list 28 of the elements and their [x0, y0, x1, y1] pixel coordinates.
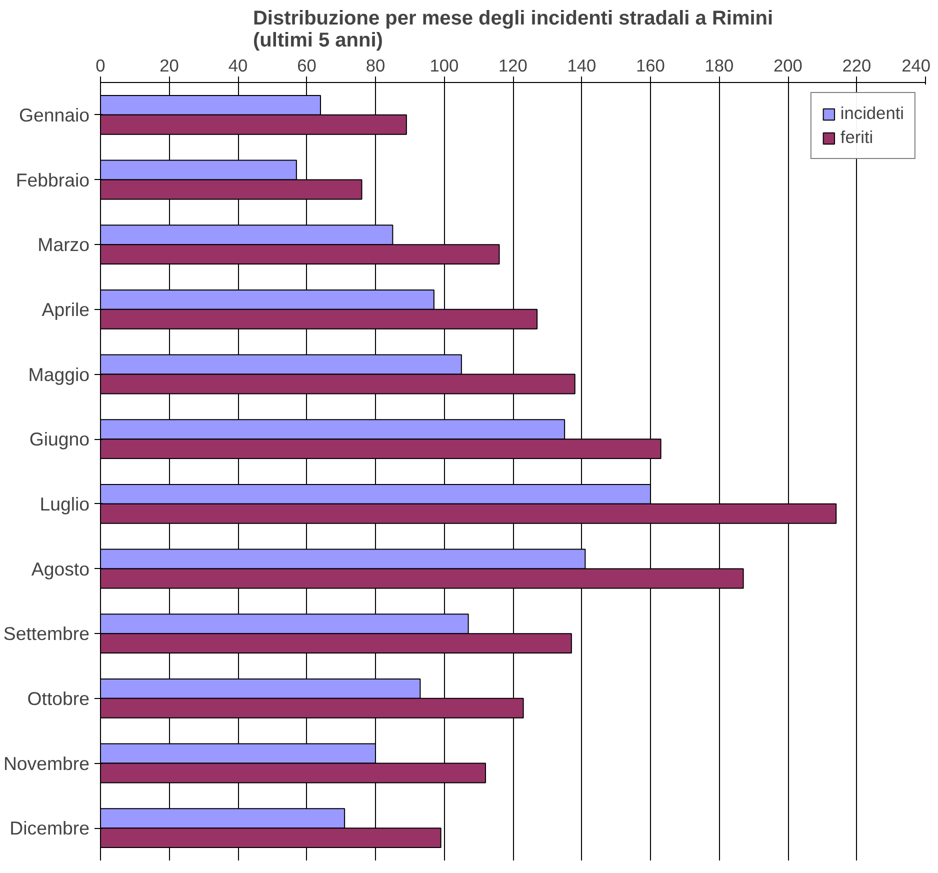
x-tick-label: 140	[567, 56, 596, 76]
x-tick-label: 120	[498, 56, 528, 76]
y-tick-label: Settembre	[3, 623, 90, 644]
x-tick-label: 160	[636, 56, 665, 76]
y-tick-label: Dicembre	[10, 818, 90, 839]
y-tick-label: Aprile	[42, 298, 90, 320]
x-tick-label: 80	[366, 56, 386, 76]
x-tick-label: 40	[228, 56, 248, 76]
y-tick-label: Febbraio	[16, 169, 90, 190]
y-tick-label: Marzo	[38, 234, 90, 256]
x-tick-label: 220	[842, 56, 872, 76]
x-tick-label: 200	[774, 56, 802, 76]
y-tick-label: Luglio	[40, 493, 90, 514]
x-tick-label: 180	[704, 56, 734, 76]
x-tick-label: 240	[902, 56, 931, 76]
legend-label: feriti	[840, 127, 874, 148]
x-tick-label: 60	[297, 56, 316, 76]
y-tick-label: Novembre	[3, 752, 90, 774]
legend-label: incidenti	[840, 103, 904, 124]
chart-title: Distribuzione per mese degli incidenti stradali a Rimini (ultimi 5 anni)	[252, 8, 774, 52]
x-tick-label: 20	[160, 56, 179, 76]
y-tick-label: Maggio	[28, 364, 90, 385]
y-tick-label: Ottobre	[27, 688, 90, 709]
x-tick-label: 100	[430, 56, 459, 76]
y-tick-label: Giugno	[29, 428, 90, 450]
x-tick-label: 0	[96, 56, 106, 76]
y-tick-label: Gennaio	[18, 104, 90, 126]
y-tick-label: Agosto	[31, 558, 90, 580]
